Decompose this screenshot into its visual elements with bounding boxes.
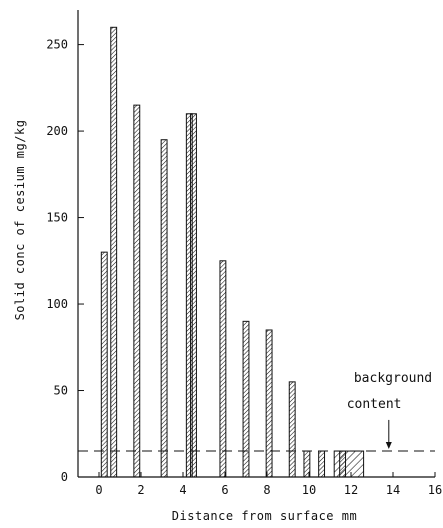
y-axis-label: Solid conc of cesium mg/kg — [13, 120, 27, 321]
background-arrow-head — [385, 442, 392, 450]
tick-layer — [78, 44, 436, 478]
x-tick-label-3: 6 — [221, 483, 228, 497]
x-tick-label-0: 0 — [95, 483, 102, 497]
y-tick-label-2: 100 — [46, 297, 68, 311]
x-tick-label-7: 14 — [386, 483, 400, 497]
background-label-line2: content — [347, 397, 402, 412]
y-tick-label-4: 200 — [46, 124, 68, 138]
x-tick-label-4: 8 — [263, 483, 270, 497]
bar-8 — [265, 329, 273, 478]
bar-0 — [100, 251, 108, 478]
bar-7 — [242, 320, 250, 478]
bar-11 — [318, 450, 326, 478]
x-tick-label-2: 4 — [179, 483, 186, 497]
background-label-line1: background — [354, 371, 432, 386]
label-layer: 0 50 100 150 200 250 0 2 4 6 8 10 12 14 16 Distance fro… — [13, 38, 442, 523]
bar-5 — [190, 113, 197, 478]
bar-2 — [133, 104, 141, 478]
y-tick-label-5: 250 — [46, 38, 68, 52]
y-tick-label-1: 50 — [54, 384, 68, 398]
x-tick-label-1: 2 — [137, 483, 144, 497]
y-tick-label-3: 150 — [46, 211, 68, 225]
bars-layer — [100, 26, 365, 478]
x-tick-label-8: 16 — [428, 483, 442, 497]
bar-1 — [110, 26, 118, 478]
x-axis-label: Distance from surface mm — [172, 509, 357, 523]
x-tick-label-5: 10 — [302, 483, 316, 497]
x-tick-label-6: 12 — [344, 483, 358, 497]
background-content-layer — [78, 419, 435, 452]
bar-9 — [288, 381, 296, 478]
bar-6 — [219, 260, 227, 478]
bar-3 — [160, 139, 168, 478]
background-block — [333, 450, 365, 478]
y-tick-label-0: 0 — [61, 470, 68, 484]
